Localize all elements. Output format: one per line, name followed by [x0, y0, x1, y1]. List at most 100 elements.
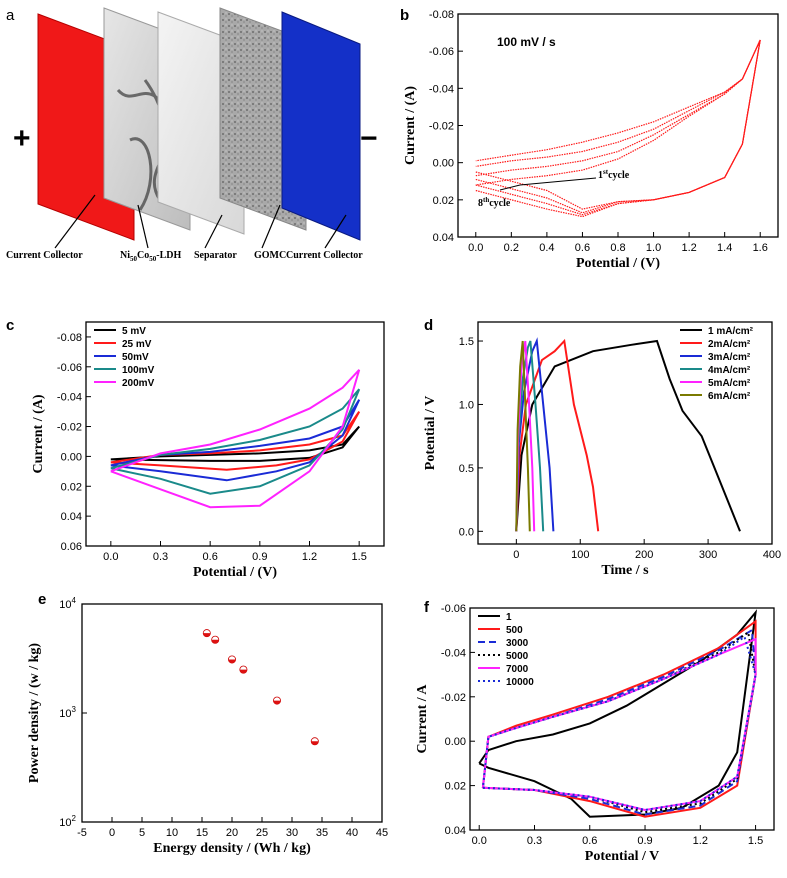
legend-label-c: 25 mV: [122, 339, 152, 350]
x-tick-label-b: 0.6: [575, 242, 590, 254]
series-line-b: [475, 39, 761, 214]
x-tick-label-b: 1.6: [753, 242, 768, 254]
series-line-d: [515, 340, 531, 532]
ldh-ni: Ni: [120, 250, 130, 261]
x-tick-label-c: 0.9: [252, 551, 267, 563]
x-tick-label-e: 35: [316, 827, 328, 839]
series-line-f: [478, 609, 758, 818]
legend-label-d: 5mA/cm²: [708, 378, 751, 389]
x-tick-label-e: 20: [226, 827, 238, 839]
legend-label-f: 1: [506, 612, 512, 623]
y-tick-label-b: -0.06: [429, 46, 454, 58]
chart-e-ragone: -5 0 5 10 15 20 25 30 35 40 45 102 103 104 Energy dens…: [27, 596, 388, 856]
legend-label-d: 3mA/cm²: [708, 352, 751, 363]
eighth-cycle-text: cycle: [489, 198, 511, 209]
y-tick-label-b: -0.02: [429, 121, 454, 133]
ldh-sub2: 50: [149, 255, 157, 263]
first-cycle-label: 1stcycle: [598, 168, 630, 181]
y-tick-label-c: -0.02: [57, 422, 82, 434]
eighth-cycle-label: 8thcycle: [478, 196, 511, 209]
first-cycle-num: 1: [598, 170, 603, 181]
y-axis-label-b: Current / (A): [403, 86, 418, 165]
y-axis-label-e: Power density / (w / kg): [27, 643, 42, 783]
x-tick-label-d: 300: [699, 549, 717, 561]
x-tick-label-c: 0.3: [153, 551, 168, 563]
y-tick-label-c: 0.04: [61, 511, 82, 523]
x-tick-label-d: 200: [635, 549, 653, 561]
x-tick-label-b: 1.0: [646, 242, 661, 254]
legend-label-d: 2mA/cm²: [708, 339, 751, 350]
legend-label-f: 5000: [506, 651, 529, 662]
x-tick-label-e: 15: [196, 827, 208, 839]
series-line-c: [110, 411, 361, 471]
ldh-suffix: -LDH: [156, 250, 181, 261]
label-separator: Separator: [194, 250, 237, 261]
series-line-c: [110, 388, 361, 495]
data-point-fill-e: [239, 669, 247, 674]
x-tick-label-e: 10: [166, 827, 178, 839]
current-collector-blue-plate: [281, 11, 361, 241]
legend-label-f: 7000: [506, 664, 529, 675]
y-tick-label-c: 0.00: [61, 451, 82, 463]
first-cycle-text: cycle: [608, 170, 630, 181]
x-tick-label-e: 45: [376, 827, 388, 839]
y-tick-label-d: 1.5: [459, 336, 474, 348]
panel-a-schematic: a + −: [6, 7, 378, 263]
x-tick-label-f: 0.9: [637, 835, 652, 847]
series-line-f: [481, 635, 757, 812]
plot-frame-c: [85, 321, 385, 547]
y-axis-label-d: Potential / V: [423, 396, 438, 470]
data-point-fill-e: [273, 700, 281, 705]
series-line-d: [515, 339, 741, 532]
x-axis-label-c: Potential / (V): [193, 565, 277, 580]
plot-frame-e: [81, 603, 383, 823]
label-gomc: GOMC: [254, 250, 286, 261]
legend-label-c: 100mV: [122, 365, 155, 376]
chart-f-cv-stability: 0.0 0.3 0.6 0.9 1.2 1.5 -0.06 -0.04 -0.02 0.00 0.0…: [415, 603, 775, 864]
y-tick-label-d: 0.5: [459, 463, 474, 475]
y-tick-label-f: -0.02: [441, 692, 466, 704]
x-tick-label-b: 1.2: [681, 242, 696, 254]
label-current-collector-left: Current Collector: [6, 250, 83, 261]
series-line-f: [481, 619, 757, 818]
eighth-cycle-num: 8: [478, 198, 483, 209]
x-tick-label-f: 1.5: [748, 835, 763, 847]
y-tick-label-e: 102: [59, 814, 76, 829]
legend-label-d: 6mA/cm²: [708, 391, 751, 402]
legend-label-c: 5 mV: [122, 326, 146, 337]
x-tick-label-d: 0: [513, 549, 519, 561]
series-line-b: [475, 39, 761, 216]
x-tick-label-c: 0.6: [203, 551, 218, 563]
y-axis-label-f: Current / A: [415, 684, 430, 754]
panel-label-e: e: [38, 591, 46, 608]
label-ldh: Ni50Co50-LDH: [120, 250, 181, 263]
y-tick-label-b: 0.00: [433, 158, 454, 170]
chart-b-cv-cycles: 0.0 0.2 0.4 0.6 0.8 1.0 1.2 1.4 1.6 -0.08 -0.06 -0.…: [403, 9, 779, 271]
y-tick-label-f: 0.02: [445, 781, 466, 793]
x-axis-label-e: Energy density / (Wh / kg): [153, 841, 311, 856]
legend-label-f: 10000: [506, 677, 534, 688]
data-point-fill-e: [228, 659, 236, 664]
x-tick-label-e: -5: [77, 827, 87, 839]
minus-terminal: −: [360, 122, 378, 155]
x-tick-label-e: 25: [256, 827, 268, 839]
x-axis-label-f: Potential / V: [585, 849, 659, 864]
x-tick-label-c: 1.2: [302, 551, 317, 563]
panel-label-d: d: [424, 317, 433, 334]
series-line-c: [110, 369, 361, 509]
legend-label-f: 3000: [506, 638, 529, 649]
x-axis-label-b: Potential / (V): [576, 256, 660, 271]
panel-label-c: c: [6, 317, 14, 334]
leader-lines: [54, 194, 347, 249]
y-tick-label-e: 104: [59, 596, 76, 611]
x-tick-label-b: 0.0: [468, 242, 483, 254]
chart-d-charge-discharge: 0 100 200 300 400 0.0 0.5 1.0 1.5 Time / s Potenti…: [423, 321, 781, 578]
series-line-b: [475, 39, 761, 210]
y-tick-label-f: -0.04: [441, 647, 466, 659]
x-tick-label-d: 400: [763, 549, 781, 561]
y-tick-label-f: -0.06: [441, 603, 466, 615]
eighth-cycle-sup: th: [483, 196, 489, 204]
y-tick-label-c: -0.08: [57, 332, 82, 344]
x-tick-label-c: 0.0: [103, 551, 118, 563]
